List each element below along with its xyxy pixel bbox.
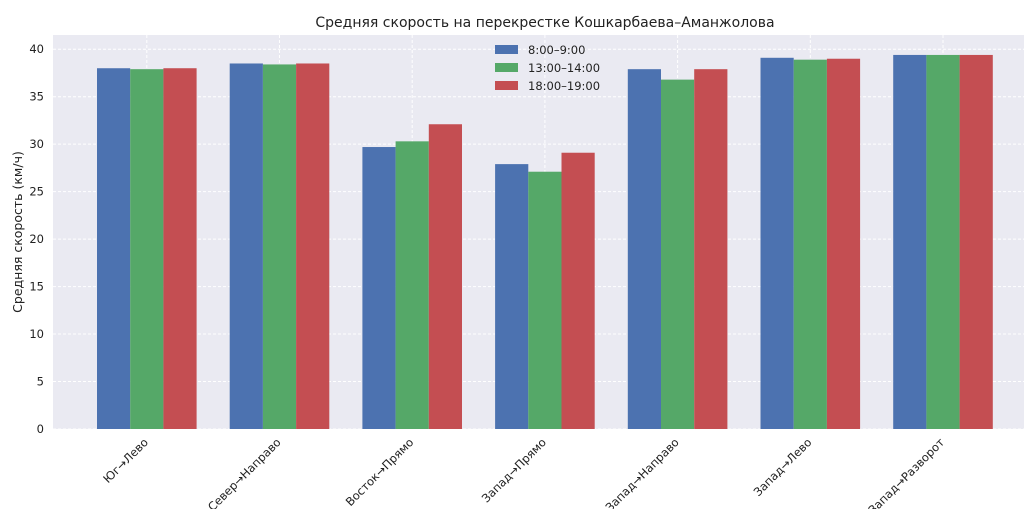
bar bbox=[661, 79, 695, 429]
y-axis-ticks: 0 5 10 15 20 25 30 35 40 bbox=[29, 42, 44, 436]
y-tick-label: 30 bbox=[29, 137, 44, 151]
legend-swatch bbox=[495, 81, 518, 90]
chart-title: Средняя скорость на перекрестке Кошкарба… bbox=[315, 15, 774, 31]
x-axis-ticks: Юг→Лево Север→Направо Восток→Прямо Запад→Пр… bbox=[100, 435, 947, 509]
bar bbox=[495, 164, 529, 429]
y-tick-label: 0 bbox=[37, 422, 44, 436]
legend-swatch bbox=[495, 45, 518, 54]
x-tick-label: Юг→Лево bbox=[100, 435, 151, 486]
y-tick-label: 10 bbox=[29, 327, 44, 341]
x-tick-label: Запад→Разворот bbox=[865, 435, 947, 509]
bar bbox=[130, 69, 164, 429]
bar bbox=[959, 54, 993, 429]
bar bbox=[926, 54, 960, 429]
bar bbox=[893, 54, 927, 429]
y-axis-label: Средняя скорость (км/ч) bbox=[10, 151, 25, 313]
bar bbox=[826, 58, 861, 430]
x-tick-label: Восток→Прямо bbox=[343, 435, 417, 509]
bar bbox=[97, 68, 131, 429]
bar bbox=[528, 171, 562, 429]
legend-label: 13:00–14:00 bbox=[528, 61, 600, 75]
legend-label: 8:00–9:00 bbox=[528, 43, 585, 57]
legend-label: 18:00–19:00 bbox=[528, 79, 600, 93]
bar bbox=[362, 147, 396, 429]
bar bbox=[760, 57, 794, 429]
legend: 8:00–9:00 13:00–14:00 18:00–19:00 bbox=[495, 43, 600, 93]
bar bbox=[229, 63, 263, 429]
x-tick-label: Запад→Лево bbox=[751, 435, 815, 499]
y-tick-label: 40 bbox=[29, 42, 44, 56]
bar bbox=[262, 64, 297, 429]
bar bbox=[395, 141, 429, 430]
bar bbox=[793, 59, 827, 430]
y-tick-label: 15 bbox=[29, 280, 44, 294]
y-tick-label: 5 bbox=[37, 375, 44, 389]
bar bbox=[627, 69, 661, 429]
y-tick-label: 35 bbox=[29, 90, 44, 104]
bar bbox=[296, 63, 330, 429]
bar bbox=[163, 68, 197, 429]
legend-swatch bbox=[495, 63, 518, 72]
x-tick-label: Запад→Направо bbox=[603, 435, 682, 509]
bar bbox=[428, 124, 462, 429]
bar bbox=[694, 69, 728, 429]
bar bbox=[561, 152, 595, 430]
x-tick-label: Запад→Прямо bbox=[479, 435, 549, 505]
bars bbox=[97, 54, 993, 430]
y-tick-label: 25 bbox=[29, 185, 44, 199]
y-tick-label: 20 bbox=[29, 232, 44, 246]
x-tick-label: Север→Направо bbox=[205, 435, 284, 509]
